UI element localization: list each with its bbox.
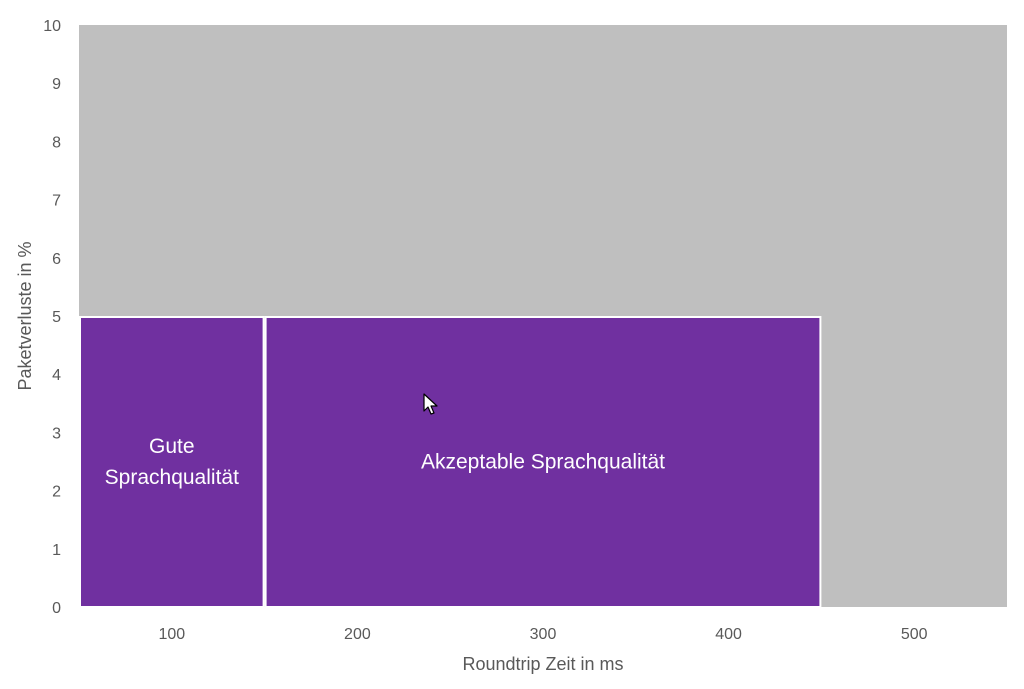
region-labels-layer: Gute Sprachqualität Akzeptable Sprachquali… xyxy=(105,435,665,489)
y-tick-label: 9 xyxy=(52,76,61,93)
x-tick-label: 300 xyxy=(530,626,557,643)
y-tick-label: 8 xyxy=(52,134,61,151)
y-tick-label: 0 xyxy=(52,600,61,617)
x-axis-ticks: 100 200 300 400 500 xyxy=(158,626,927,643)
mouse-pointer-icon xyxy=(423,393,438,415)
y-tick-label: 6 xyxy=(52,251,61,268)
y-tick-label: 2 xyxy=(52,484,61,501)
y-tick-label: 4 xyxy=(52,367,61,384)
x-tick-label: 500 xyxy=(901,626,928,643)
y-axis-ticks: 0 1 2 3 4 5 6 7 8 9 10 xyxy=(43,18,61,617)
y-tick-label: 1 xyxy=(52,542,61,559)
y-tick-label: 10 xyxy=(43,18,61,35)
regions-layer xyxy=(79,25,1007,608)
region-gute xyxy=(79,316,265,608)
region-akzeptabel xyxy=(264,316,822,608)
y-tick-label: 5 xyxy=(52,309,61,326)
x-tick-label: 100 xyxy=(158,626,185,643)
region-label-akzeptabel-0: Akzeptable Sprachqualität xyxy=(421,451,665,474)
x-tick-label: 400 xyxy=(715,626,742,643)
x-tick-label: 200 xyxy=(344,626,371,643)
x-axis-title: Roundtrip Zeit in ms xyxy=(462,654,623,674)
region-label-gute-1: Sprachqualität xyxy=(105,466,239,489)
y-tick-label: 3 xyxy=(52,425,61,442)
y-tick-label: 7 xyxy=(52,193,61,210)
y-axis-title: Paketverluste in % xyxy=(15,241,35,390)
region-label-gute-0: Gute xyxy=(149,435,195,458)
